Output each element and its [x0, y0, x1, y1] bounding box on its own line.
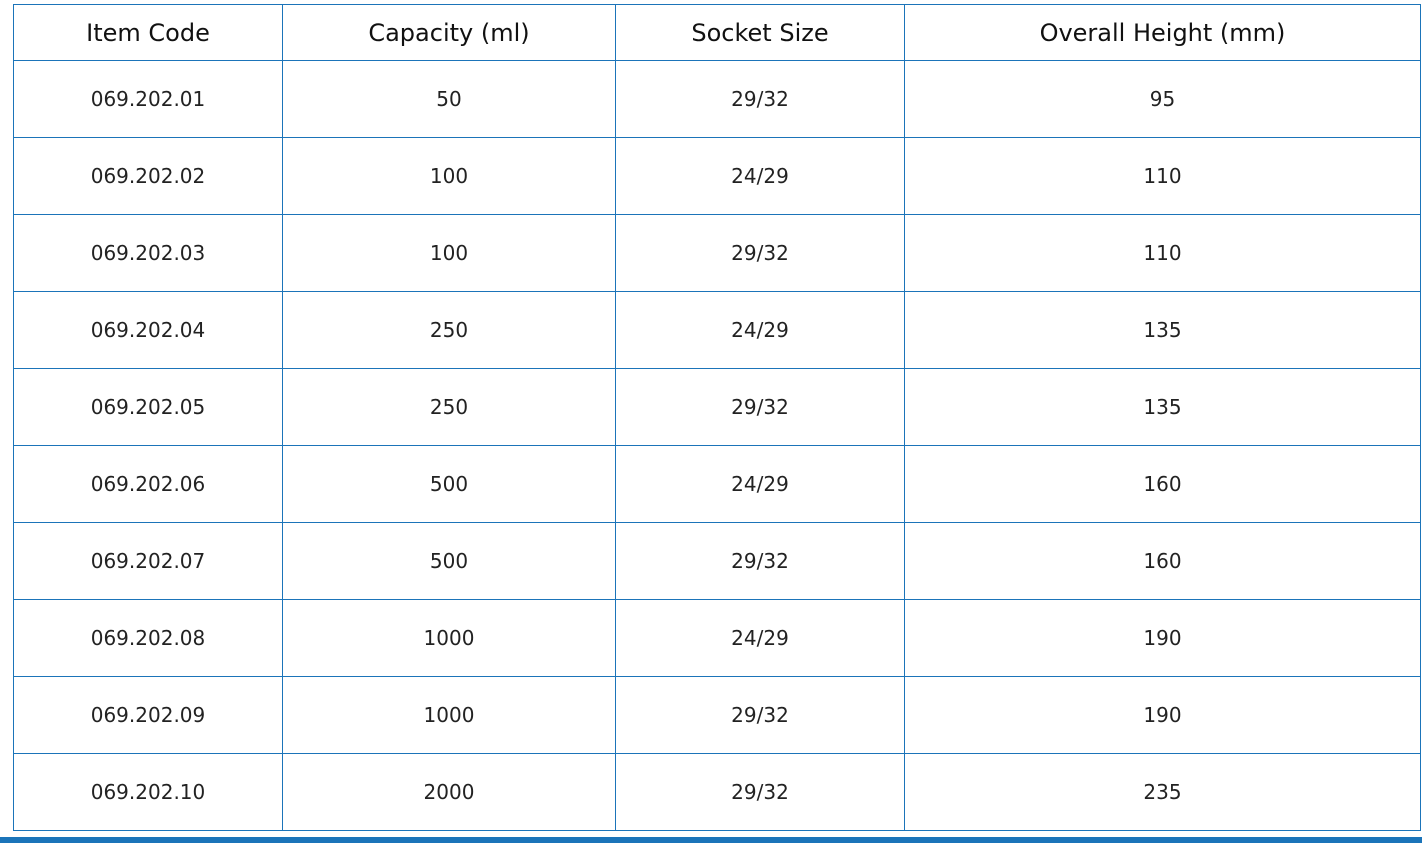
item-code-cell: 069.202.01	[13, 60, 283, 138]
overall-height-cell: 235	[904, 753, 1421, 831]
socket-size-cell: 24/29	[615, 291, 905, 369]
capacity-cell: 250	[282, 368, 616, 446]
table-row: 069.202.07 500 29/32 160	[13, 522, 1421, 600]
table-row: 069.202.04 250 24/29 135	[13, 291, 1421, 369]
table-bottom-rule	[0, 837, 1428, 843]
capacity-cell: 500	[282, 445, 616, 523]
socket-size-cell: 29/32	[615, 753, 905, 831]
item-code-cell: 069.202.06	[13, 445, 283, 523]
item-code-cell: 069.202.02	[13, 137, 283, 215]
socket-size-cell: 29/32	[615, 676, 905, 754]
right-edge-mask	[1422, 0, 1428, 848]
overall-height-cell: 95	[904, 60, 1421, 138]
socket-size-cell: 24/29	[615, 599, 905, 677]
item-code-cell: 069.202.09	[13, 676, 283, 754]
table-row: 069.202.01 50 29/32 95	[13, 60, 1421, 138]
overall-height-cell: 135	[904, 291, 1421, 369]
table-row: 069.202.09 1000 29/32 190	[13, 676, 1421, 754]
table-body: 069.202.01 50 29/32 95 069.202.02 100 24/29 110…	[13, 60, 1421, 831]
socket-size-cell: 24/29	[615, 445, 905, 523]
table-row: 069.202.10 2000 29/32 235	[13, 753, 1421, 831]
socket-size-cell: 29/32	[615, 214, 905, 292]
table-row: 069.202.08 1000 24/29 190	[13, 599, 1421, 677]
item-code-cell: 069.202.10	[13, 753, 283, 831]
overall-height-cell: 160	[904, 522, 1421, 600]
item-code-cell: 069.202.08	[13, 599, 283, 677]
capacity-cell: 2000	[282, 753, 616, 831]
table-header: Item Code Capacity (ml) Socket Size Over…	[13, 4, 1421, 61]
socket-size-cell: 24/29	[615, 137, 905, 215]
socket-size-cell: 29/32	[615, 60, 905, 138]
header-overall-height: Overall Height (mm)	[904, 4, 1421, 61]
item-code-cell: 069.202.03	[13, 214, 283, 292]
table-row: 069.202.05 250 29/32 135	[13, 368, 1421, 446]
item-code-cell: 069.202.07	[13, 522, 283, 600]
capacity-cell: 100	[282, 137, 616, 215]
overall-height-cell: 110	[904, 137, 1421, 215]
overall-height-cell: 110	[904, 214, 1421, 292]
table-row: 069.202.03 100 29/32 110	[13, 214, 1421, 292]
item-code-cell: 069.202.04	[13, 291, 283, 369]
socket-size-cell: 29/32	[615, 368, 905, 446]
overall-height-cell: 190	[904, 676, 1421, 754]
spec-table: Item Code Capacity (ml) Socket Size Over…	[13, 4, 1421, 831]
header-socket-size: Socket Size	[615, 4, 905, 61]
table-row: 069.202.06 500 24/29 160	[13, 445, 1421, 523]
overall-height-cell: 135	[904, 368, 1421, 446]
header-capacity: Capacity (ml)	[282, 4, 616, 61]
overall-height-cell: 160	[904, 445, 1421, 523]
capacity-cell: 1000	[282, 599, 616, 677]
header-row: Item Code Capacity (ml) Socket Size Over…	[13, 4, 1421, 61]
socket-size-cell: 29/32	[615, 522, 905, 600]
item-code-cell: 069.202.05	[13, 368, 283, 446]
header-item-code: Item Code	[13, 4, 283, 61]
capacity-cell: 100	[282, 214, 616, 292]
capacity-cell: 250	[282, 291, 616, 369]
capacity-cell: 50	[282, 60, 616, 138]
capacity-cell: 1000	[282, 676, 616, 754]
capacity-cell: 500	[282, 522, 616, 600]
overall-height-cell: 190	[904, 599, 1421, 677]
table-row: 069.202.02 100 24/29 110	[13, 137, 1421, 215]
